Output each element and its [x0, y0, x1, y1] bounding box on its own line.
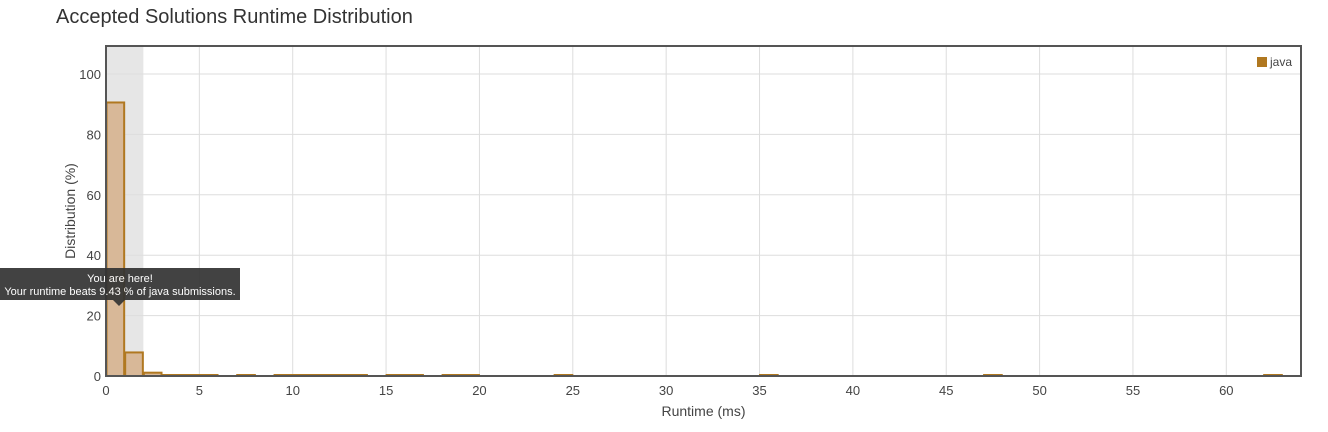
histogram-bar[interactable] [105, 101, 126, 377]
tooltip-arrow [113, 300, 125, 306]
x-tick-label: 45 [939, 383, 953, 398]
x-tick-label: 20 [472, 383, 486, 398]
legend-label-java: java [1269, 55, 1292, 69]
plot-frame [105, 45, 1302, 377]
y-tick-label: 60 [87, 188, 101, 203]
y-axis-title: Distribution (%) [62, 163, 78, 259]
x-tick-label: 35 [752, 383, 766, 398]
x-tick-label: 55 [1126, 383, 1140, 398]
runtime-tooltip: You are here! Your runtime beats 9.43 % … [0, 268, 240, 300]
x-tick-label: 5 [196, 383, 203, 398]
x-tick-label: 25 [566, 383, 580, 398]
x-tick-label: 60 [1219, 383, 1233, 398]
y-tick-label: 20 [87, 309, 101, 324]
page-title: Accepted Solutions Runtime Distribution [56, 6, 413, 28]
y-tick-label: 80 [87, 127, 101, 142]
x-tick-label: 15 [379, 383, 393, 398]
y-tick-label: 40 [87, 248, 101, 263]
x-tick-label: 40 [846, 383, 860, 398]
x-tick-label: 50 [1032, 383, 1046, 398]
y-tick-label: 100 [79, 67, 101, 82]
tooltip-line-1: You are here! [87, 273, 153, 285]
x-tick-label: 30 [659, 383, 673, 398]
x-tick-label: 10 [285, 383, 299, 398]
x-tick-label: 0 [102, 383, 109, 398]
legend[interactable]: java [1257, 55, 1292, 69]
histogram-bar[interactable] [124, 351, 144, 377]
legend-swatch-java [1257, 57, 1267, 67]
x-axis-title: Runtime (ms) [661, 403, 745, 419]
tooltip-line-2: Your runtime beats 9.43 % of java submis… [4, 286, 236, 298]
y-tick-label: 0 [94, 369, 101, 384]
